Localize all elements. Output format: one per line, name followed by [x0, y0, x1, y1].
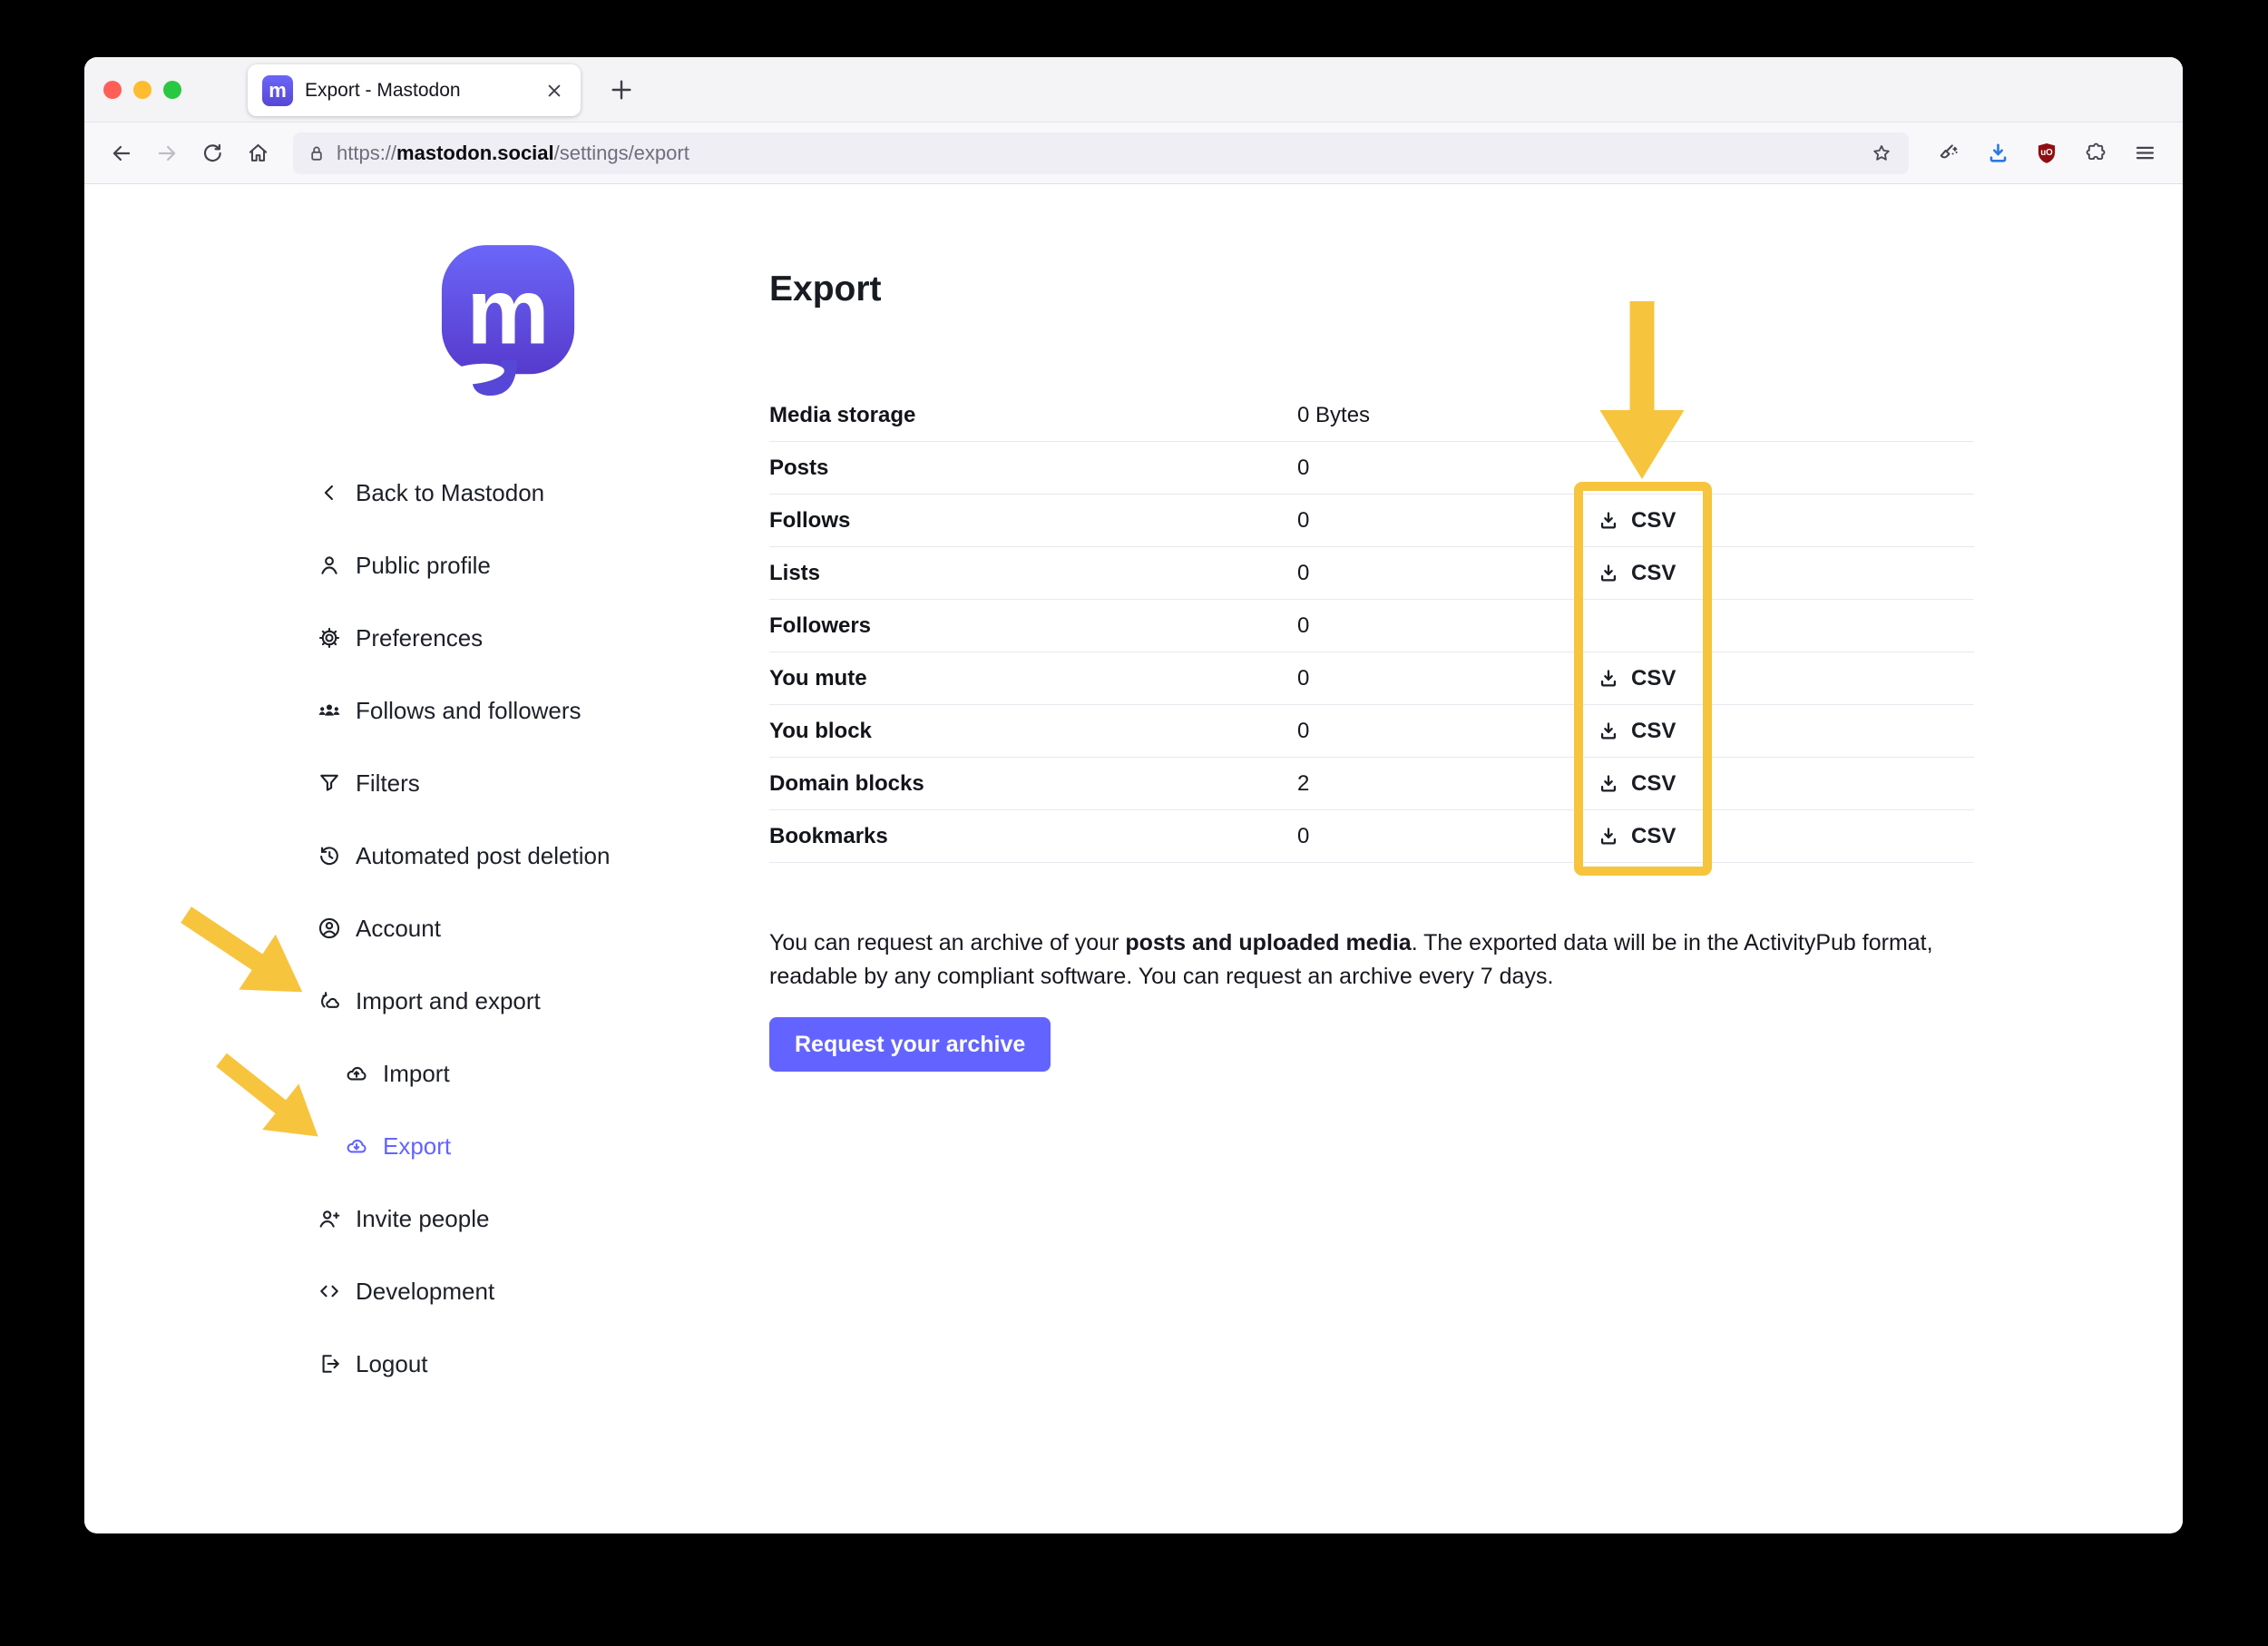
- sidebar-item-label: Import: [383, 1059, 450, 1087]
- cloud-download-icon: [344, 1133, 369, 1159]
- code-icon: [317, 1279, 342, 1304]
- gear-icon: [317, 625, 342, 651]
- svg-text:m: m: [466, 260, 549, 364]
- sidebar-item-label: Export: [383, 1132, 452, 1160]
- url-host: mastodon.social: [396, 141, 554, 164]
- cloud-upload-icon: [344, 1061, 369, 1086]
- sidebar-item-public-profile[interactable]: Public profile: [317, 529, 698, 602]
- sidebar-item-development[interactable]: Development: [317, 1255, 698, 1328]
- extensions-puzzle-icon[interactable]: [2077, 135, 2114, 171]
- lock-icon: [306, 142, 327, 164]
- zoom-window-button[interactable]: [163, 81, 181, 99]
- csv-download-link[interactable]: CSV: [1597, 824, 1676, 849]
- browser-tab[interactable]: m Export - Mastodon: [248, 64, 581, 116]
- sidebar-item-label: Import and export: [356, 986, 541, 1014]
- sidebar-item-label: Development: [356, 1277, 495, 1305]
- browser-toolbar: https://mastodon.social/settings/export: [84, 122, 2183, 184]
- table-row: Media storage 0 Bytes: [769, 389, 1974, 442]
- person-icon: [317, 553, 342, 578]
- sidebar-item-preferences[interactable]: Preferences: [317, 602, 698, 674]
- sidebar-item-invite-people[interactable]: Invite people: [317, 1182, 698, 1255]
- person-add-icon: [317, 1206, 342, 1231]
- table-row: You block 0 CSV: [769, 705, 1974, 758]
- archive-note: You can request an archive of your posts…: [769, 930, 1933, 989]
- transfer-icon: [317, 988, 342, 1014]
- table-row: Bookmarks 0 CSV: [769, 810, 1974, 863]
- page-title: Export: [769, 269, 882, 309]
- url-text: https://mastodon.social/settings/export: [337, 141, 689, 164]
- csv-download-link[interactable]: CSV: [1597, 666, 1676, 691]
- table-row: Domain blocks 2 CSV: [769, 758, 1974, 810]
- close-window-button[interactable]: [103, 81, 122, 99]
- logout-icon: [317, 1351, 342, 1377]
- sidebar-item-label: Filters: [356, 769, 420, 797]
- csv-download-link[interactable]: CSV: [1597, 508, 1676, 534]
- menu-hamburger-icon[interactable]: [2126, 135, 2163, 171]
- table-row: You mute 0 CSV: [769, 652, 1974, 705]
- table-row: Followers 0: [769, 600, 1974, 652]
- request-archive-button[interactable]: Request your archive: [769, 1017, 1051, 1072]
- csv-download-link[interactable]: CSV: [1597, 561, 1676, 586]
- sidebar-item-automated-post-deletion[interactable]: Automated post deletion: [317, 819, 698, 892]
- home-button[interactable]: [240, 136, 275, 171]
- sidebar-item-label: Automated post deletion: [356, 841, 611, 869]
- mastodon-logo: m: [441, 245, 575, 396]
- new-tab-button[interactable]: [607, 75, 636, 104]
- annotation-arrow-import-export: [167, 887, 321, 1020]
- sidebar-item-back-to-mastodon[interactable]: Back to Mastodon: [317, 456, 698, 529]
- download-tray-icon: [1597, 562, 1620, 585]
- download-tray-icon: [1597, 720, 1620, 743]
- sidebar-item-export[interactable]: Export: [317, 1110, 698, 1182]
- table-row: Follows 0 CSV: [769, 495, 1974, 547]
- browser-window: m Export - Mastodon https://mastodon.soc…: [84, 57, 2183, 1533]
- sidebar-item-label: Logout: [356, 1349, 428, 1377]
- tab-close-icon[interactable]: [543, 79, 566, 103]
- export-table: Media storage 0 Bytes Posts 0 Follows 0 …: [769, 389, 1974, 863]
- download-tray-icon: [1597, 825, 1620, 848]
- person-circle-icon: [317, 916, 342, 941]
- download-tray-icon: [1597, 509, 1620, 533]
- download-tray-icon: [1597, 667, 1620, 691]
- clear-cache-extension-icon[interactable]: [1931, 135, 1967, 171]
- address-bar[interactable]: https://mastodon.social/settings/export: [293, 132, 1909, 174]
- sidebar-item-follows-and-followers[interactable]: Follows and followers: [317, 674, 698, 747]
- sidebar-item-label: Invite people: [356, 1204, 490, 1232]
- sidebar-item-label: Public profile: [356, 551, 491, 579]
- sidebar-item-label: Follows and followers: [356, 696, 582, 724]
- sidebar-item-label: Back to Mastodon: [356, 478, 545, 506]
- forward-button[interactable]: [150, 136, 184, 171]
- sidebar-item-account[interactable]: Account: [317, 892, 698, 965]
- sidebar-item-import-and-export[interactable]: Import and export: [317, 965, 698, 1037]
- funnel-icon: [317, 770, 342, 796]
- tab-title: Export - Mastodon: [305, 79, 461, 101]
- csv-download-link[interactable]: CSV: [1597, 719, 1676, 744]
- downloads-icon[interactable]: [1980, 135, 2016, 171]
- minimize-window-button[interactable]: [133, 81, 152, 99]
- sidebar-item-label: Preferences: [356, 623, 484, 652]
- table-row: Posts 0: [769, 442, 1974, 495]
- sidebar-item-import[interactable]: Import: [317, 1037, 698, 1110]
- ublock-origin-icon[interactable]: [2028, 135, 2065, 171]
- people-icon: [317, 698, 342, 723]
- mastodon-favicon: m: [262, 74, 293, 106]
- page-content: m Back to Mastodon Public profile Prefer…: [84, 184, 2183, 1533]
- traffic-lights: [103, 81, 181, 99]
- bookmark-star-icon[interactable]: [1865, 137, 1898, 170]
- sidebar-item-filters[interactable]: Filters: [317, 747, 698, 819]
- back-button[interactable]: [104, 136, 139, 171]
- sidebar-item-logout[interactable]: Logout: [317, 1328, 698, 1400]
- download-tray-icon: [1597, 772, 1620, 796]
- settings-sidebar: Back to Mastodon Public profile Preferen…: [317, 456, 698, 1400]
- history-icon: [317, 843, 342, 868]
- reload-button[interactable]: [195, 136, 230, 171]
- sidebar-item-label: Account: [356, 914, 441, 942]
- tab-bar: m Export - Mastodon: [84, 57, 2183, 122]
- csv-download-link[interactable]: CSV: [1597, 771, 1676, 797]
- table-row: Lists 0 CSV: [769, 547, 1974, 600]
